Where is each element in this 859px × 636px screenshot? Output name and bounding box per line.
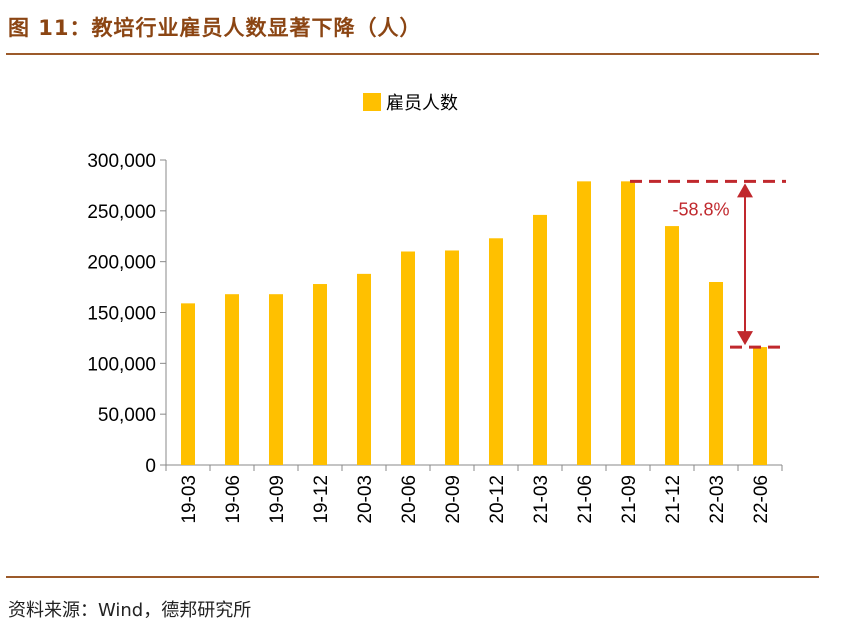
y-tick-label: 250,000 (87, 202, 156, 223)
bar-19-06 (225, 294, 239, 465)
x-tick-label: 20-09 (443, 475, 464, 524)
bar-21-06 (577, 181, 591, 465)
bar-chart: 雇员人数 0 50,000 100,000 150,000 200,000 250,000… (87, 93, 786, 524)
x-tick-label: 19-09 (267, 475, 288, 524)
x-tick-label: 22-06 (751, 475, 772, 524)
bar-22-06 (753, 347, 767, 465)
x-tick-label: 21-09 (619, 475, 640, 524)
x-tick-label: 22-03 (707, 475, 728, 524)
x-axis: 19-03 19-06 19-09 19-12 20-03 20-06 20-09 20-12… (165, 464, 783, 524)
x-tick-label: 21-03 (531, 475, 552, 524)
x-tick-label: 19-03 (179, 475, 200, 524)
y-tick-label: 100,000 (87, 354, 156, 375)
y-axis: 0 50,000 100,000 150,000 200,000 250,000 300,0… (87, 151, 167, 477)
bar-19-09 (269, 294, 283, 465)
x-tick-label: 20-03 (355, 475, 376, 524)
x-tick-label: 21-12 (663, 475, 684, 524)
bars (181, 181, 767, 465)
y-tick-label: 300,000 (87, 151, 156, 172)
bottom-rule (6, 576, 819, 578)
arrow-head-up (737, 183, 753, 198)
legend-swatch (363, 93, 381, 111)
bar-20-06 (401, 251, 415, 465)
top-rule (6, 53, 819, 55)
change-annotation: -58.8% (630, 179, 786, 349)
bar-21-03 (533, 214, 547, 465)
bar-20-12 (489, 238, 503, 465)
x-tick-label: 19-12 (311, 475, 332, 524)
x-tick-label: 20-12 (487, 475, 508, 524)
x-tick-label: 19-06 (223, 475, 244, 524)
bar-22-03 (709, 282, 723, 465)
bar-20-03 (357, 273, 371, 465)
figure-title: 图 11：教培行业雇员人数显著下降（人） (8, 16, 422, 40)
arrow-head-down (737, 331, 753, 346)
bar-21-12 (665, 226, 679, 465)
x-tick-label: 20-06 (399, 475, 420, 524)
y-tick-label: 0 (145, 456, 156, 477)
y-tick-label: 200,000 (87, 253, 156, 274)
x-tick-label: 21-06 (575, 475, 596, 524)
bar-20-09 (445, 250, 459, 465)
legend: 雇员人数 (363, 93, 458, 114)
bar-21-09 (621, 181, 635, 465)
bar-19-03 (181, 303, 195, 465)
y-tick-label: 150,000 (87, 304, 156, 325)
bar-19-12 (313, 284, 327, 465)
source-note: 资料来源：Wind，德邦研究所 (8, 600, 252, 621)
change-percent-label: -58.8% (672, 199, 729, 219)
y-tick-label: 50,000 (98, 405, 156, 426)
legend-label: 雇员人数 (386, 93, 458, 114)
